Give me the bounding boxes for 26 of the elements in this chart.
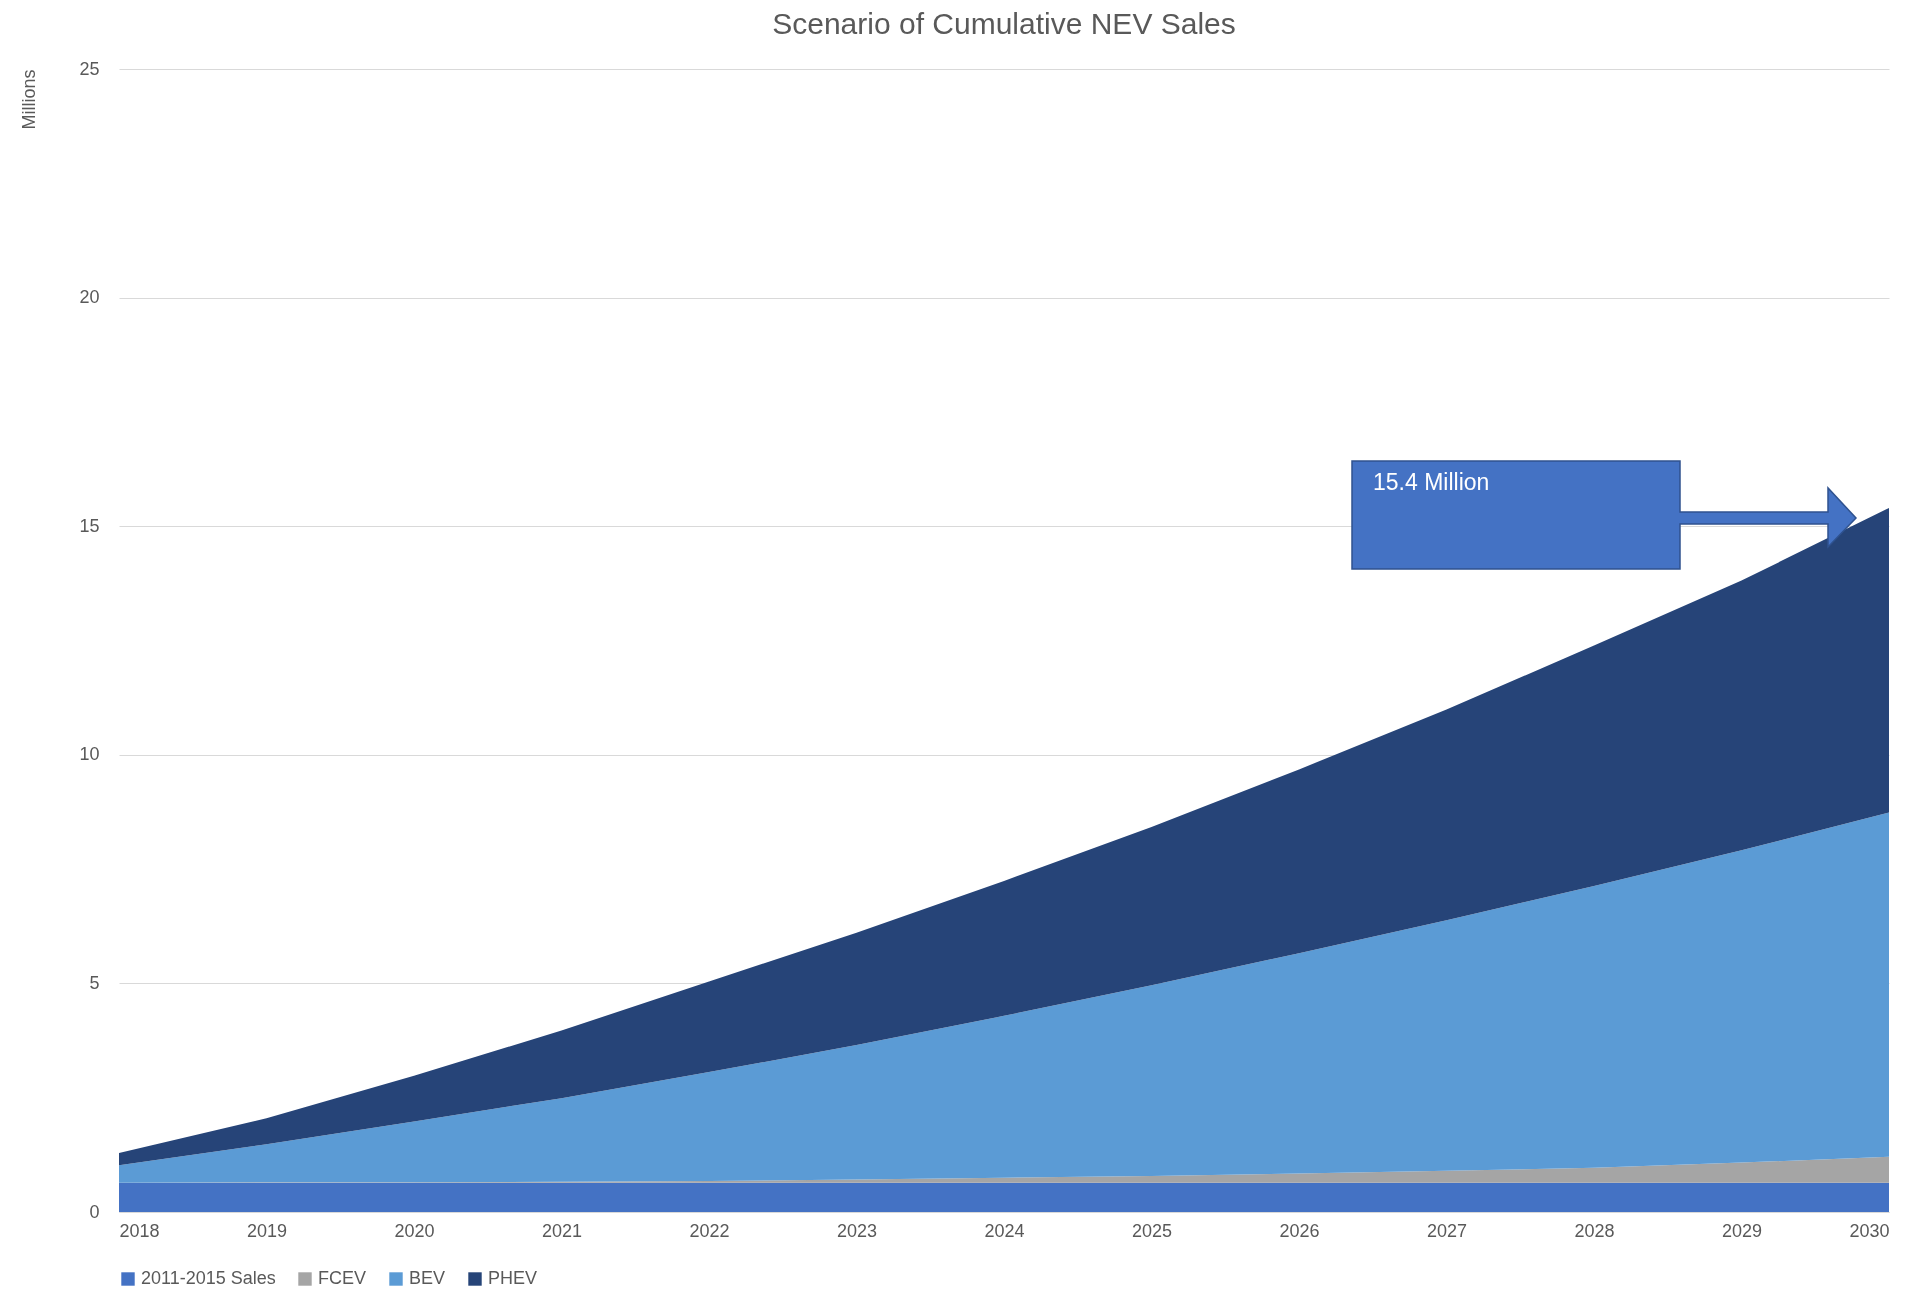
x-tick-label: 2019 — [246, 1220, 288, 1241]
legend-label: BEV — [409, 1268, 446, 1288]
x-tick-label: 2021 — [541, 1220, 583, 1241]
x-tick-label: 2026 — [1279, 1220, 1320, 1241]
x-tick-label: 2028 — [1574, 1220, 1615, 1241]
chart-title: Scenario of Cumulative NEV Sales — [772, 7, 1236, 40]
y-tick-label: 20 — [79, 287, 100, 308]
x-tick-label: 2024 — [984, 1220, 1025, 1241]
x-tick-label: 2020 — [394, 1220, 435, 1241]
y-axis-title: Millions — [19, 69, 40, 130]
x-tick-label: 2018 — [119, 1220, 160, 1241]
x-tick-label: 2027 — [1426, 1220, 1468, 1241]
legend-label: 2011-2015 Sales — [141, 1268, 276, 1288]
x-tick-label: 2025 — [1131, 1220, 1173, 1241]
x-tick-label: 2029 — [1721, 1220, 1763, 1241]
y-tick-label: 10 — [79, 744, 100, 765]
y-tick-label: 15 — [79, 515, 100, 536]
legend-label: FCEV — [318, 1268, 367, 1288]
y-tick-label: 5 — [89, 972, 100, 993]
x-tick-label: 2023 — [836, 1220, 878, 1241]
x-tick-label: 2022 — [689, 1220, 730, 1241]
y-tick-label: 25 — [79, 58, 100, 79]
y-tick-label: 0 — [89, 1201, 100, 1222]
annotation: 15.4 Million — [1373, 469, 1490, 495]
x-tick-label: 2030 — [1849, 1220, 1890, 1241]
legend-label: PHEV — [488, 1268, 538, 1288]
